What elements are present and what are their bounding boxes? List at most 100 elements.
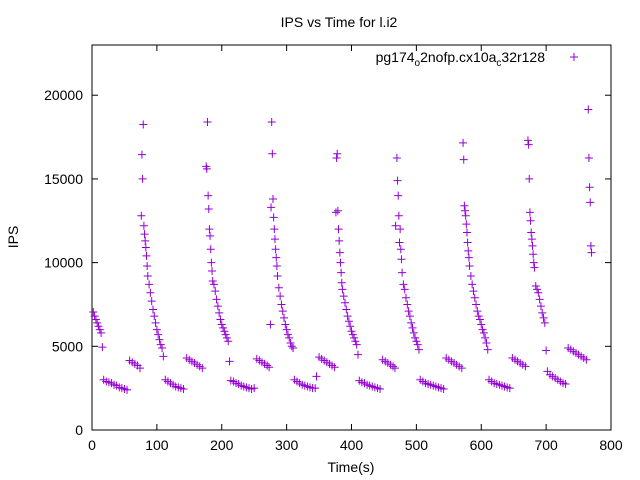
data-point [586,198,595,207]
data-point [151,318,160,327]
data-point [524,140,533,149]
data-point [529,250,538,259]
x-tick-label: 0 [88,437,96,453]
data-point [536,302,545,311]
axis-ticks [91,45,612,431]
data-point [217,320,226,329]
data-point [221,330,230,339]
data-point [97,328,106,337]
data-point [465,261,474,270]
data-point [396,245,405,254]
data-point [394,191,403,200]
data-point [220,327,229,336]
data-point [156,340,165,349]
data-point [389,362,398,371]
data-point [400,285,409,294]
data-point [525,208,534,217]
data-point [539,313,548,322]
data-point [141,243,150,252]
data-point [462,228,471,237]
data-point [211,287,220,296]
data-point [521,362,530,371]
data-point [336,258,345,267]
data-point [271,245,280,254]
data-point [408,323,417,332]
data-point [277,300,286,309]
data-point [205,225,214,234]
data-point [276,292,285,301]
legend-label-part: 32r128 [501,49,545,65]
data-point [528,241,537,250]
data-point [139,221,148,230]
data-point [405,312,414,321]
data-point [98,343,107,352]
data-point [342,305,351,314]
data-point [352,340,361,349]
data-point [460,201,469,210]
data-point [529,258,538,267]
data-point [202,164,211,173]
data-point [94,322,103,331]
data-point [206,245,215,254]
data-point [311,384,320,393]
data-point [337,268,346,277]
data-point [137,150,146,159]
data-point [482,338,491,347]
data-point [270,235,279,244]
data-point [159,352,168,361]
data-point [213,302,222,311]
data-point [343,312,352,321]
data-point [123,385,132,394]
data-point [586,241,595,250]
legend-marker-plus [570,53,578,61]
data-point [278,307,287,316]
data-point [274,283,283,292]
data-point [155,335,164,344]
data-point [395,238,404,247]
data-point [267,203,276,212]
data-point [142,251,151,260]
data-point [330,363,339,372]
data-point [333,149,342,158]
data-point [137,211,146,220]
y-tick-label: 5000 [52,338,83,354]
data-point [268,149,277,158]
x-tick-label: 400 [340,437,364,453]
data-point [286,338,295,347]
data-point [216,315,225,324]
legend-series-label: pg174o2nofp.cx10ac32r128 [376,49,546,69]
data-point [341,298,350,307]
data-point [409,328,418,337]
data-point [334,225,343,234]
y-tick-label: 20000 [44,87,83,103]
data-point [269,213,278,222]
y-axis-label: IPS [5,226,21,249]
data-point [287,342,296,351]
data-point [265,363,274,372]
data-point [414,345,423,354]
data-point [206,231,215,240]
data-point [158,343,167,352]
series-points [89,105,596,394]
data-point [138,174,147,183]
data-point [208,266,217,275]
data-point [526,216,535,225]
data-point [403,300,412,309]
legend-label-part: 2nofp.cx10a [420,49,496,65]
data-point [348,330,357,339]
data-point [282,325,291,334]
data-point [204,191,213,200]
data-point [346,322,355,331]
legend-label-part: pg174 [376,49,415,65]
x-tick-label: 500 [405,437,429,453]
data-point [479,328,488,337]
legend: pg174o2nofp.cx10ac32r128 [376,49,578,69]
data-point [587,248,596,257]
data-point [148,305,157,314]
data-point [145,280,154,289]
legend-label-part: c [496,58,501,69]
data-point [350,333,359,342]
data-point [397,255,406,264]
data-point [93,318,102,327]
